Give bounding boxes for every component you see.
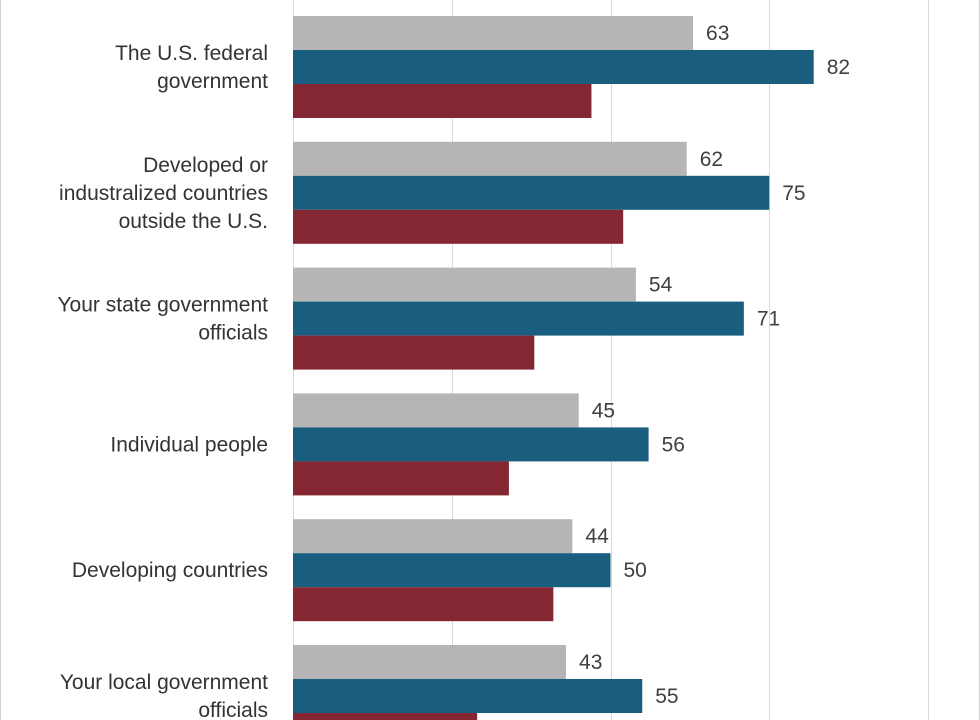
value-label: 62	[700, 148, 723, 171]
bar-series-2	[293, 427, 649, 462]
bar-series-2	[293, 50, 814, 84]
bar-series-2	[293, 301, 744, 336]
category-label: Your state government officials	[57, 294, 268, 345]
value-label: 43	[579, 651, 602, 674]
bar-series-3	[293, 587, 554, 622]
bar-series-3	[293, 84, 592, 118]
category-label-line: government	[157, 70, 268, 93]
category-label-line: Your local government	[60, 671, 268, 694]
value-labels: 63 82 62 75 54 71 45 56 44 50 43 55	[579, 22, 850, 708]
value-label: 82	[827, 56, 850, 79]
category-label: Developed or industralized countries outsi…	[59, 154, 268, 233]
category-label-line: Individual people	[110, 433, 268, 456]
category-label-line: outside the U.S.	[119, 210, 268, 233]
value-label: 50	[624, 559, 647, 582]
category-label-line: Developed or	[143, 154, 268, 177]
bar-series-2	[293, 175, 770, 210]
category-label-line: industralized countries	[59, 182, 268, 205]
bars	[293, 16, 814, 720]
category-label-line: officials	[198, 322, 268, 345]
bar-series-3	[293, 461, 509, 496]
category-label-line: The U.S. federal	[115, 42, 268, 65]
value-label: 44	[585, 525, 609, 548]
value-label: 75	[782, 182, 805, 205]
bar-series-3	[293, 209, 624, 244]
bar-series-1	[293, 267, 636, 302]
value-label: 63	[706, 22, 729, 45]
value-label: 71	[757, 308, 780, 331]
category-label-line: Developing countries	[72, 559, 268, 582]
category-label: The U.S. federal government	[115, 42, 268, 93]
category-label-line: Your state government	[57, 294, 268, 317]
bar-series-3	[293, 335, 535, 370]
category-label: Developing countries	[72, 559, 268, 582]
bar-series-1	[293, 645, 567, 679]
value-label: 55	[655, 685, 678, 708]
category-label: Your local government officials	[60, 671, 268, 720]
value-label: 45	[592, 399, 615, 422]
bar-series-3	[293, 713, 478, 720]
value-label: 54	[649, 274, 673, 297]
bar-series-2	[293, 553, 611, 588]
category-label-line: officials	[198, 699, 268, 720]
bar-series-2	[293, 679, 643, 713]
bar-series-1	[293, 519, 573, 554]
category-label: Individual people	[110, 433, 268, 456]
category-labels: The U.S. federal government Developed or in…	[57, 42, 268, 720]
bar-series-1	[293, 393, 579, 428]
bar-series-1	[293, 141, 687, 176]
value-label: 56	[662, 433, 685, 456]
bar-series-1	[293, 16, 694, 50]
